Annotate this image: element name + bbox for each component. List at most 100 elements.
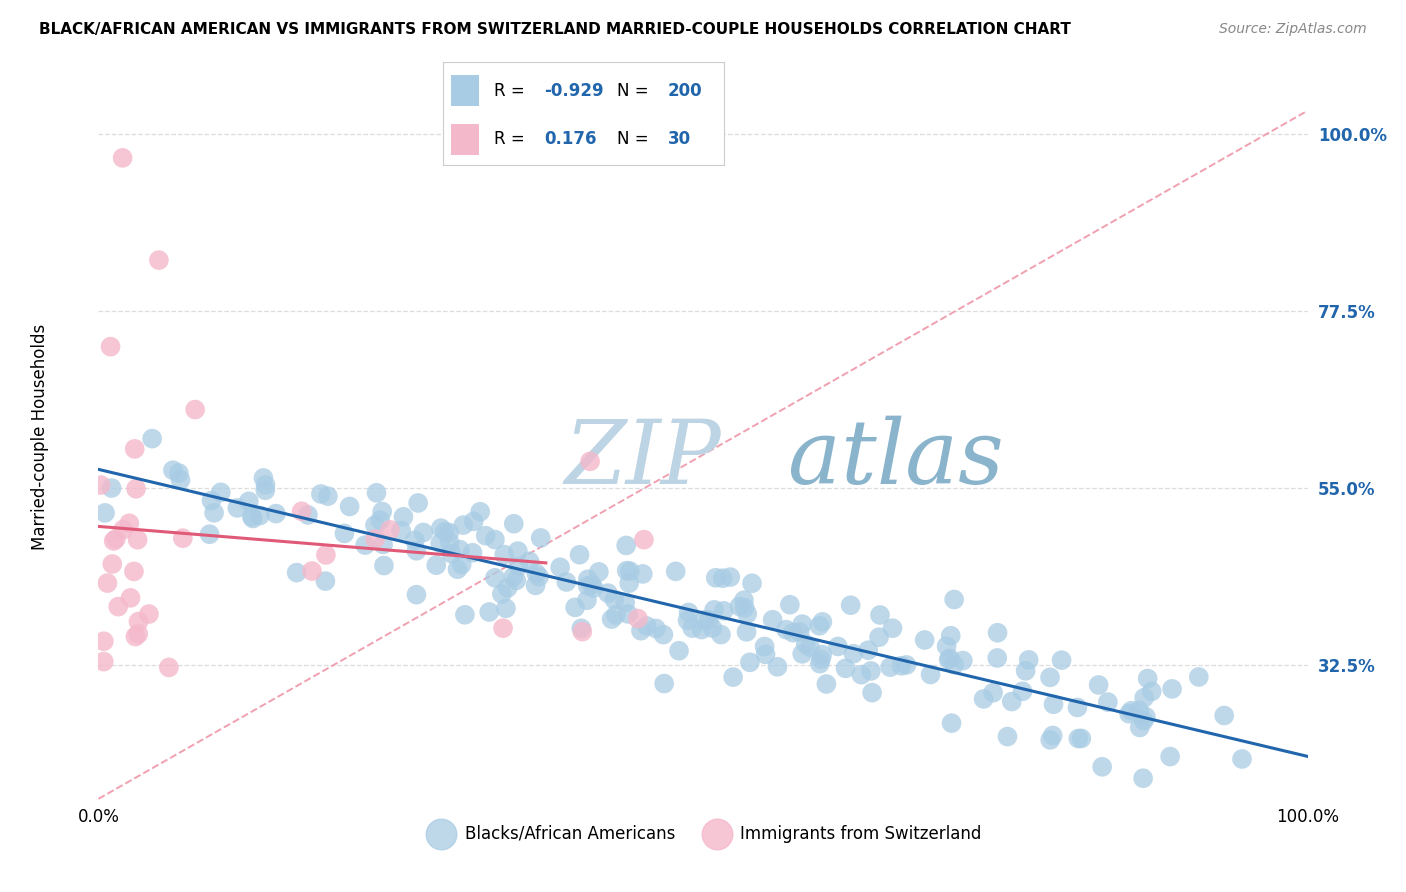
Point [1039, 670, 1062, 684]
Point [309, 487, 332, 501]
Point [494, 548, 516, 562]
Point [834, 661, 856, 675]
Point [890, 658, 912, 673]
Point [631, 566, 654, 581]
Point [1188, 670, 1211, 684]
Point [412, 525, 434, 540]
Point [548, 560, 571, 574]
Point [505, 574, 527, 588]
Point [735, 624, 758, 639]
Point [429, 536, 451, 550]
Point [1097, 695, 1119, 709]
Point [986, 651, 1008, 665]
Point [404, 533, 426, 548]
Point [738, 656, 761, 670]
Point [1140, 684, 1163, 698]
Point [1161, 681, 1184, 696]
Point [439, 535, 461, 549]
Point [157, 660, 180, 674]
Point [617, 576, 640, 591]
Point [354, 538, 377, 552]
Text: ZIP: ZIP [564, 416, 720, 502]
Point [314, 574, 336, 588]
Point [446, 562, 468, 576]
Point [184, 402, 207, 417]
Point [202, 506, 225, 520]
Point [100, 481, 122, 495]
Point [238, 494, 260, 508]
Point [882, 621, 904, 635]
Point [630, 624, 652, 638]
Point [1070, 731, 1092, 746]
Point [1014, 664, 1036, 678]
Point [1050, 653, 1073, 667]
Point [603, 592, 626, 607]
Point [162, 463, 184, 477]
Point [1018, 653, 1040, 667]
Point [392, 509, 415, 524]
Point [125, 482, 148, 496]
Point [94, 506, 117, 520]
Point [240, 509, 263, 524]
Point [122, 565, 145, 579]
Point [93, 634, 115, 648]
Point [249, 508, 271, 523]
Point [118, 516, 141, 531]
Point [430, 521, 453, 535]
Point [779, 598, 801, 612]
Point [938, 652, 960, 666]
Point [981, 686, 1004, 700]
Point [141, 432, 163, 446]
Point [315, 548, 337, 562]
Point [101, 557, 124, 571]
Point [579, 454, 602, 468]
Point [104, 532, 127, 546]
Point [581, 577, 603, 591]
Point [652, 627, 675, 641]
Point [576, 579, 599, 593]
Point [568, 548, 591, 562]
Point [858, 643, 880, 657]
Point [815, 677, 838, 691]
Point [470, 505, 492, 519]
Point [576, 572, 599, 586]
Point [454, 607, 477, 622]
Point [734, 600, 756, 615]
Point [198, 527, 221, 541]
Point [678, 606, 700, 620]
Point [600, 612, 623, 626]
Point [524, 566, 547, 581]
FancyBboxPatch shape [451, 75, 479, 105]
Point [636, 619, 658, 633]
Point [718, 570, 741, 584]
Point [339, 500, 361, 514]
Point [389, 524, 412, 538]
Point [614, 595, 637, 609]
Point [492, 621, 515, 635]
Point [484, 533, 506, 547]
Point [450, 558, 472, 572]
Point [148, 253, 170, 268]
Point [252, 471, 274, 485]
Point [364, 532, 387, 546]
Point [703, 603, 725, 617]
Point [987, 625, 1010, 640]
Point [617, 607, 640, 621]
Point [1039, 732, 1062, 747]
Point [127, 533, 149, 547]
Point [291, 504, 314, 518]
Point [463, 514, 485, 528]
Point [366, 485, 388, 500]
Point [254, 483, 277, 498]
Point [571, 624, 593, 639]
Point [569, 621, 592, 635]
Point [808, 657, 831, 671]
Point [491, 587, 513, 601]
Point [120, 591, 142, 605]
Point [527, 570, 550, 584]
Point [868, 630, 890, 644]
Text: N =: N = [617, 82, 654, 100]
Text: R =: R = [494, 82, 530, 100]
Point [453, 518, 475, 533]
Point [405, 543, 427, 558]
